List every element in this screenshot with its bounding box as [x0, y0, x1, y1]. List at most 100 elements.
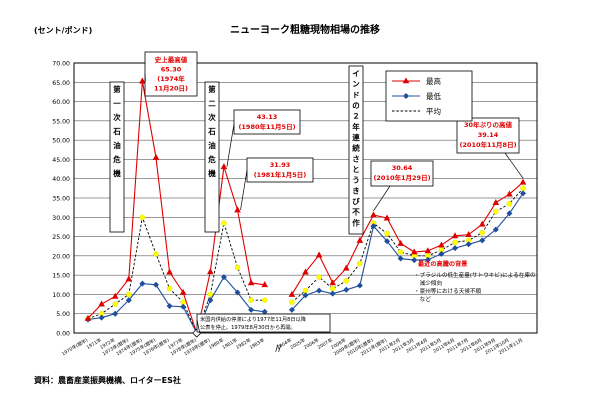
y-tick-label: 15.00 — [52, 273, 70, 280]
data-point — [166, 285, 173, 292]
data-point — [112, 301, 118, 307]
annotation-bullet-recent: ・ブラジルの低生産量(サトウキビ)による在庫の — [414, 271, 536, 279]
x-tick-label: 1983年 — [248, 336, 266, 350]
data-point — [356, 236, 364, 243]
crisis-2-char: 機 — [208, 168, 216, 178]
data-point — [520, 190, 526, 197]
india-char: ２ — [352, 112, 360, 121]
y-tick-label: 25.00 — [52, 234, 70, 241]
annotation-text-peak-2010: 30.64 — [392, 164, 413, 172]
data-point — [452, 245, 459, 252]
y-tick-label: 70.00 — [52, 61, 70, 68]
y-tick-label: 5.00 — [56, 311, 70, 318]
data-point — [478, 220, 486, 227]
data-point — [302, 292, 309, 299]
legend-marker — [402, 77, 410, 84]
data-point — [424, 256, 431, 263]
annotation-text-peak-2010: (2010年1月29日) — [373, 173, 430, 182]
data-point — [329, 285, 336, 292]
data-point — [125, 297, 132, 304]
annotation-pointer — [240, 169, 248, 211]
data-point — [126, 291, 132, 298]
data-point — [343, 278, 350, 284]
data-point — [152, 153, 160, 160]
data-point — [180, 303, 187, 310]
data-point — [452, 239, 458, 246]
data-point — [139, 214, 146, 221]
india-char: う — [352, 176, 360, 185]
data-point — [465, 241, 472, 248]
annotation-box-peak-2011 — [456, 117, 520, 154]
data-point — [397, 255, 404, 262]
data-point — [438, 250, 445, 257]
series-line — [209, 222, 265, 301]
data-point — [315, 251, 323, 258]
data-point — [248, 306, 255, 313]
data-point — [111, 292, 119, 299]
data-point — [261, 281, 269, 288]
crisis-1-char: 一 — [113, 99, 121, 108]
data-point — [370, 223, 377, 230]
crisis-2-char: 危 — [208, 154, 216, 164]
annotation-bullet-recent: ・豪州等における天候不順 — [414, 287, 482, 295]
annotation-box-peak-1974 — [144, 51, 198, 97]
data-point — [410, 248, 418, 255]
legend-label: 最低 — [426, 91, 441, 101]
data-point — [383, 214, 391, 221]
data-point — [492, 226, 499, 233]
data-point — [506, 210, 513, 217]
annotation-text-peak-1980: 43.13 — [257, 113, 278, 121]
india-char: イ — [352, 69, 360, 78]
data-point — [153, 251, 159, 257]
annotation-text-peak-1981: (1981年1月5日) — [254, 170, 307, 179]
data-point — [234, 289, 241, 296]
data-point — [316, 274, 322, 280]
axis-break-label: // — [275, 344, 282, 354]
data-point — [479, 229, 485, 236]
y-tick-label: 40.00 — [52, 176, 70, 183]
data-point — [288, 290, 296, 297]
series-circle — [85, 185, 526, 335]
data-point — [520, 185, 526, 192]
data-point — [207, 291, 214, 298]
data-point — [98, 314, 105, 321]
data-point — [438, 241, 445, 248]
data-point — [288, 306, 295, 313]
india-char: 不 — [352, 208, 360, 217]
crisis-2-char: 第 — [208, 84, 216, 94]
series-line — [87, 81, 184, 319]
x-axis-ticks: 1970年(暦年)1971年1972年1973年(暦年)1974年(暦年)197… — [60, 336, 524, 357]
crisis-1-char: 石 — [112, 127, 121, 136]
annotation-text-peak-1974: 65.30 — [161, 66, 182, 74]
series-diamond — [85, 190, 526, 335]
data-point — [342, 264, 350, 271]
annotation-pointer — [196, 319, 201, 334]
data-point — [166, 268, 173, 275]
y-tick-label: 0.00 — [56, 331, 70, 338]
india-char: 年 — [352, 121, 360, 131]
data-point — [506, 190, 513, 197]
data-point — [397, 249, 404, 255]
data-point — [112, 310, 119, 317]
series-line — [291, 188, 524, 303]
annotation-pointer — [504, 152, 524, 179]
data-point — [234, 264, 241, 271]
india-char: の — [352, 101, 360, 110]
data-point — [493, 208, 499, 215]
data-point — [152, 281, 159, 288]
y-tick-label: 65.00 — [52, 80, 70, 87]
series-group — [84, 77, 527, 338]
india-char: と — [352, 165, 360, 174]
data-point — [125, 275, 133, 282]
annotation-text-suspension: 公表を停止。1979年8月30日から再開。 — [200, 323, 296, 331]
crisis-2-char: 二 — [208, 99, 216, 108]
crisis-2-char: 油 — [208, 140, 216, 150]
y-tick-label: 45.00 — [52, 157, 70, 164]
data-point — [424, 247, 432, 254]
annotation-box-suspension — [196, 313, 331, 333]
crisis-2-char: 石 — [207, 127, 216, 136]
crisis-1-char: 次 — [113, 112, 121, 122]
legend-marker — [403, 93, 409, 99]
series-line — [291, 181, 524, 295]
